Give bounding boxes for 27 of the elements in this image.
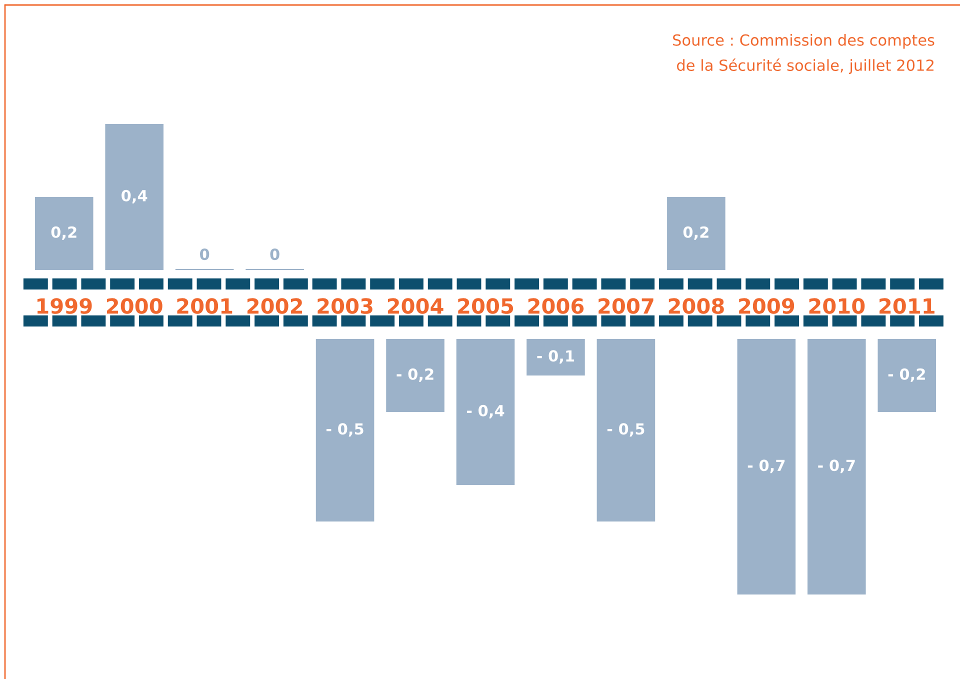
- x-tick-label: 2007: [598, 298, 654, 314]
- data-label: - 0,5: [607, 423, 644, 437]
- x-tick-label: 2005: [458, 298, 514, 314]
- x-tick-label: 2002: [247, 298, 302, 314]
- data-label: - 0,5: [326, 423, 364, 437]
- x-tick-label: 2011: [880, 298, 934, 314]
- source-note: Source : Commission des comptes de la Sécurité sociale, juillet 2012: [673, 34, 934, 74]
- data-label: 0,4: [122, 190, 148, 204]
- x-tick-label: 2006: [528, 298, 584, 314]
- data-label: 0: [270, 248, 280, 260]
- x-tick-label: 2010: [809, 298, 865, 314]
- data-label: - 0,7: [818, 460, 855, 474]
- data-label: - 0,1: [537, 350, 574, 364]
- data-label: - 0,2: [888, 368, 925, 382]
- x-tick-label: 2003: [318, 298, 372, 314]
- x-tick-label: 2004: [388, 298, 444, 314]
- x-tick-label: 1999: [37, 298, 92, 314]
- x-tick-label: 2000: [107, 298, 162, 314]
- x-tick-label: 2001: [177, 298, 232, 314]
- data-label: 0: [200, 248, 210, 260]
- data-label: - 0,7: [748, 460, 785, 474]
- x-tick-label: 2008: [668, 298, 724, 314]
- data-label: - 0,4: [466, 404, 504, 418]
- data-label: 0,2: [51, 226, 76, 240]
- data-label: 0,2: [683, 226, 708, 240]
- data-label: - 0,2: [396, 368, 434, 382]
- x-tick-label: 2009: [739, 298, 794, 314]
